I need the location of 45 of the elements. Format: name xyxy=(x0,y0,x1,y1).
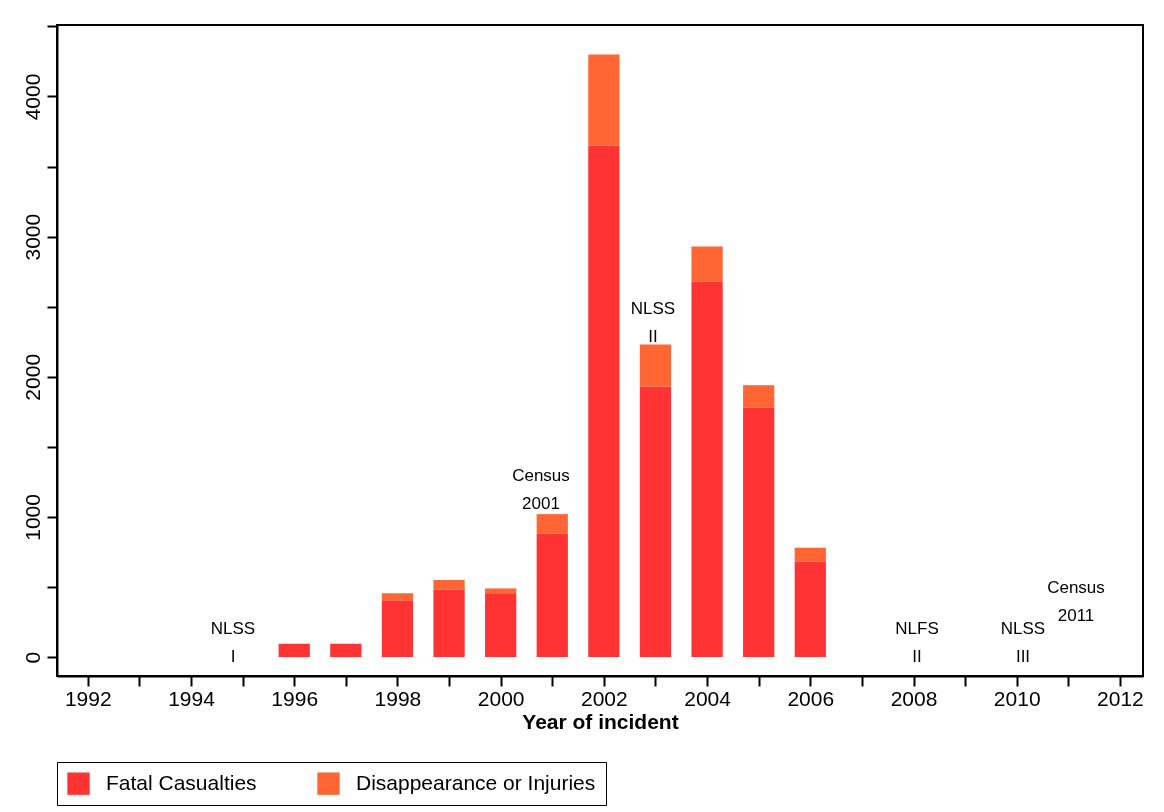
annotation: NLSS I xyxy=(210,619,256,666)
bar xyxy=(691,246,723,282)
annotation: NLFS II xyxy=(895,619,939,666)
annotation: Census 2001 xyxy=(512,466,570,513)
bar xyxy=(794,561,826,658)
bar xyxy=(433,580,465,590)
x-tick-label: 2000 xyxy=(477,686,525,710)
bar xyxy=(588,145,620,658)
legend-label: Fatal Casualties xyxy=(106,770,257,794)
x-tick-label: 2004 xyxy=(684,686,732,710)
bar xyxy=(536,533,568,658)
bar xyxy=(743,385,775,408)
x-tick-label: 1998 xyxy=(374,686,422,710)
x-tick-label: 1992 xyxy=(64,686,112,710)
bar xyxy=(691,281,723,658)
bar xyxy=(381,593,414,601)
x-tick-label: 2002 xyxy=(581,686,628,710)
x-tick-label: 2012 xyxy=(1097,686,1144,710)
bar xyxy=(639,386,672,658)
bar xyxy=(485,588,517,595)
x-tick-label: 2010 xyxy=(993,686,1041,710)
bar xyxy=(330,643,362,658)
x-tick-label: 2006 xyxy=(787,686,835,710)
legend-label: Disappearance or Injuries xyxy=(356,770,596,794)
bar xyxy=(794,547,826,562)
y-tick-label: 2000 xyxy=(20,353,44,401)
y-tick-label: 0 xyxy=(20,651,44,664)
x-tick-label: 1996 xyxy=(271,686,319,710)
x-tick-label: 2008 xyxy=(890,686,938,710)
y-tick-label: 3000 xyxy=(20,213,44,261)
y-tick-label: 4000 xyxy=(20,73,44,121)
bar xyxy=(381,600,414,658)
y-tick-label: 1000 xyxy=(20,494,44,541)
bar xyxy=(278,643,310,658)
bar xyxy=(743,407,775,658)
bar xyxy=(588,54,620,146)
bar xyxy=(433,589,465,658)
annotation: NLSS II xyxy=(630,299,676,346)
bar xyxy=(639,344,672,387)
annotation: NLSS III xyxy=(1000,619,1046,666)
x-axis-title: Year of incident xyxy=(522,709,679,733)
bar xyxy=(536,514,568,534)
bar xyxy=(485,594,517,658)
x-tick-label: 1994 xyxy=(168,686,216,710)
annotation: Census 2011 xyxy=(1047,578,1105,625)
